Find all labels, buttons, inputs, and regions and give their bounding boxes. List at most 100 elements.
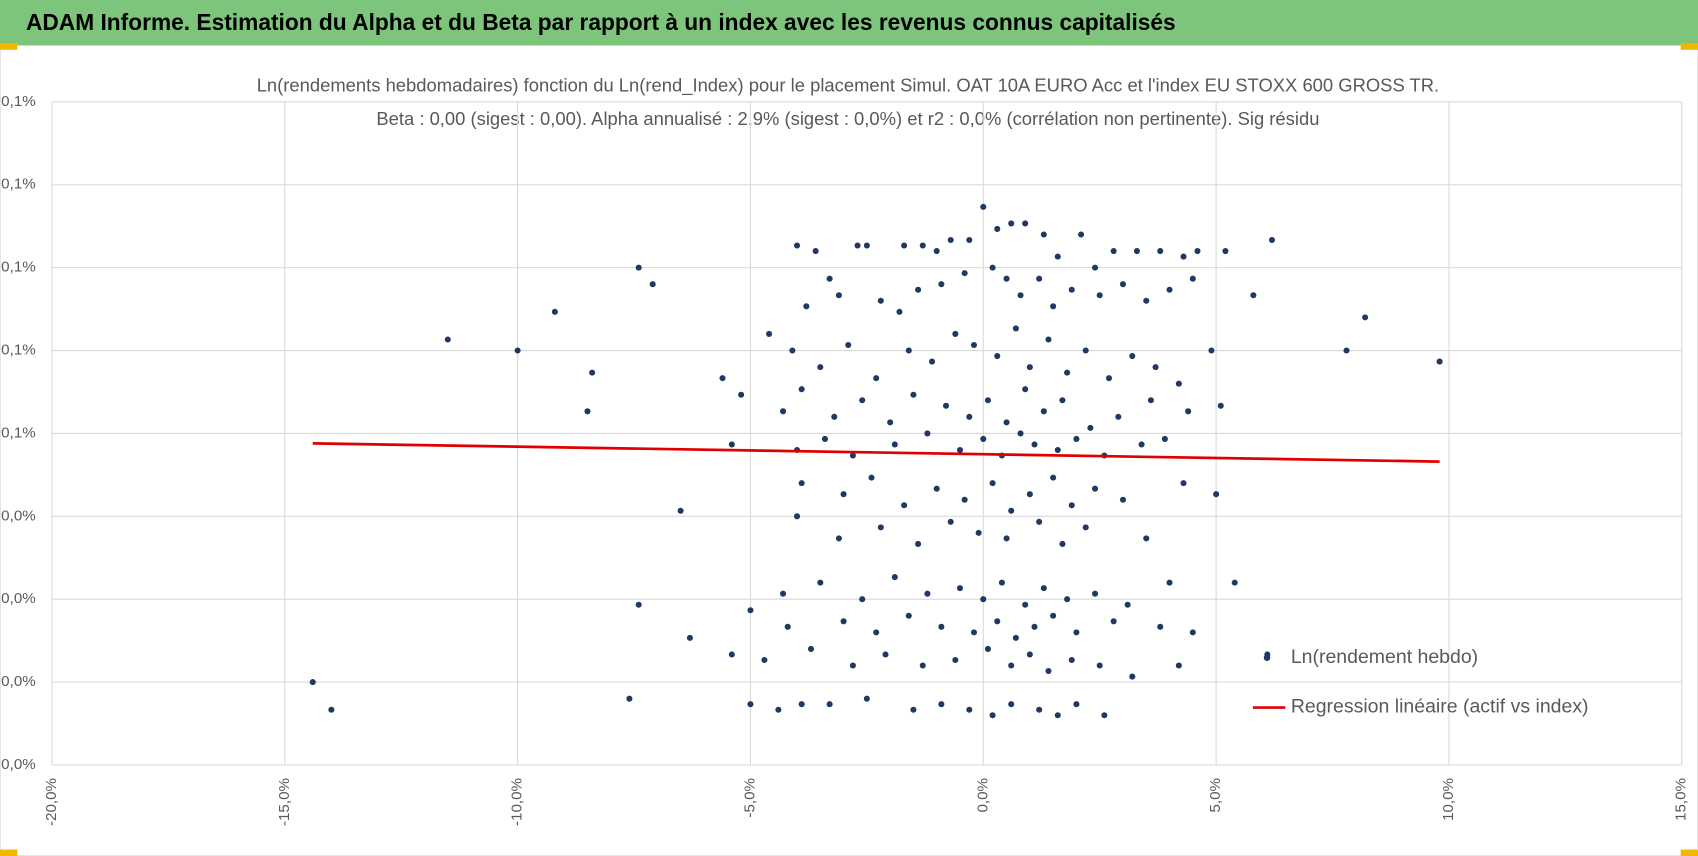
point [1175,380,1182,387]
point [915,540,922,547]
point [807,645,815,652]
point [840,491,847,498]
point [980,203,987,210]
point [984,397,991,404]
point [1073,435,1080,442]
point [1161,435,1168,442]
point [1189,629,1196,636]
point [1152,364,1159,371]
point [803,303,810,310]
x-tick-label: -5,0% [741,778,758,818]
point [868,474,875,481]
point [966,706,973,713]
point [817,364,824,371]
point [989,712,996,719]
point [1138,441,1145,448]
point [1022,386,1029,393]
point [584,408,591,415]
y-tick-label: 0,1% [1,93,36,110]
regression-line [312,442,1440,463]
y-tick-label: 0,1% [1,424,36,441]
point [1343,347,1350,354]
point [984,645,991,652]
point [952,656,959,664]
point [989,264,996,271]
point [1003,275,1010,282]
point [877,297,884,304]
point [1026,651,1033,658]
point [1180,480,1187,487]
corner [1680,849,1698,856]
point [938,281,945,288]
point [328,706,335,713]
point [1054,253,1061,260]
point [994,618,1001,625]
point [798,480,805,487]
chart-subtitle: Beta : 0,00 (sigest : 0,00). Alpha annua… [376,108,1319,129]
point [1194,248,1201,255]
x-tick-label: 15,0% [1673,778,1690,821]
point [1143,535,1150,542]
point [882,651,889,658]
point [1068,286,1075,293]
point [1217,402,1224,409]
point [1092,485,1099,492]
point [1157,248,1164,255]
point [873,375,880,382]
point [1050,474,1057,481]
point [1059,397,1066,404]
header-bar [0,0,1698,46]
point [975,529,982,536]
point [887,419,894,426]
point [1012,325,1019,332]
point [891,441,898,448]
x-tick-label: -20,0% [43,778,60,826]
point [1213,491,1220,498]
header-title: ADAM Informe. Estimation du Alpha et du … [26,9,1176,35]
point [1082,524,1089,531]
point [994,225,1001,232]
point [1096,662,1103,669]
point [1166,286,1173,293]
point [835,292,842,299]
point [1064,369,1071,376]
point [1124,601,1131,608]
point [998,579,1005,586]
point [1073,629,1080,636]
point [1362,314,1369,321]
point [1073,701,1080,708]
point [1231,579,1238,586]
point [1045,668,1052,675]
point [854,242,861,249]
point [1166,579,1173,586]
point [1017,292,1024,299]
point [901,502,908,509]
point [1133,248,1140,255]
point [1008,662,1015,669]
legend-marker [1263,654,1271,661]
point [1189,275,1196,282]
point [793,513,801,520]
point [1026,491,1033,498]
corner [0,43,18,50]
point [1031,623,1038,630]
y-tick-label: 0,0% [1,673,36,690]
point [1082,347,1089,354]
point [966,236,973,244]
point [970,341,977,349]
point [1110,618,1117,625]
point [1250,292,1257,299]
point [845,341,852,349]
point [1054,446,1061,454]
point [1092,264,1099,271]
x-tick-label: -10,0% [509,778,526,826]
point [905,612,912,619]
corner [1680,43,1698,50]
point [831,413,838,420]
x-tick-label: 5,0% [1207,778,1224,813]
point [947,518,954,525]
point [793,242,801,249]
y-tick-label: 0,0% [1,756,36,773]
